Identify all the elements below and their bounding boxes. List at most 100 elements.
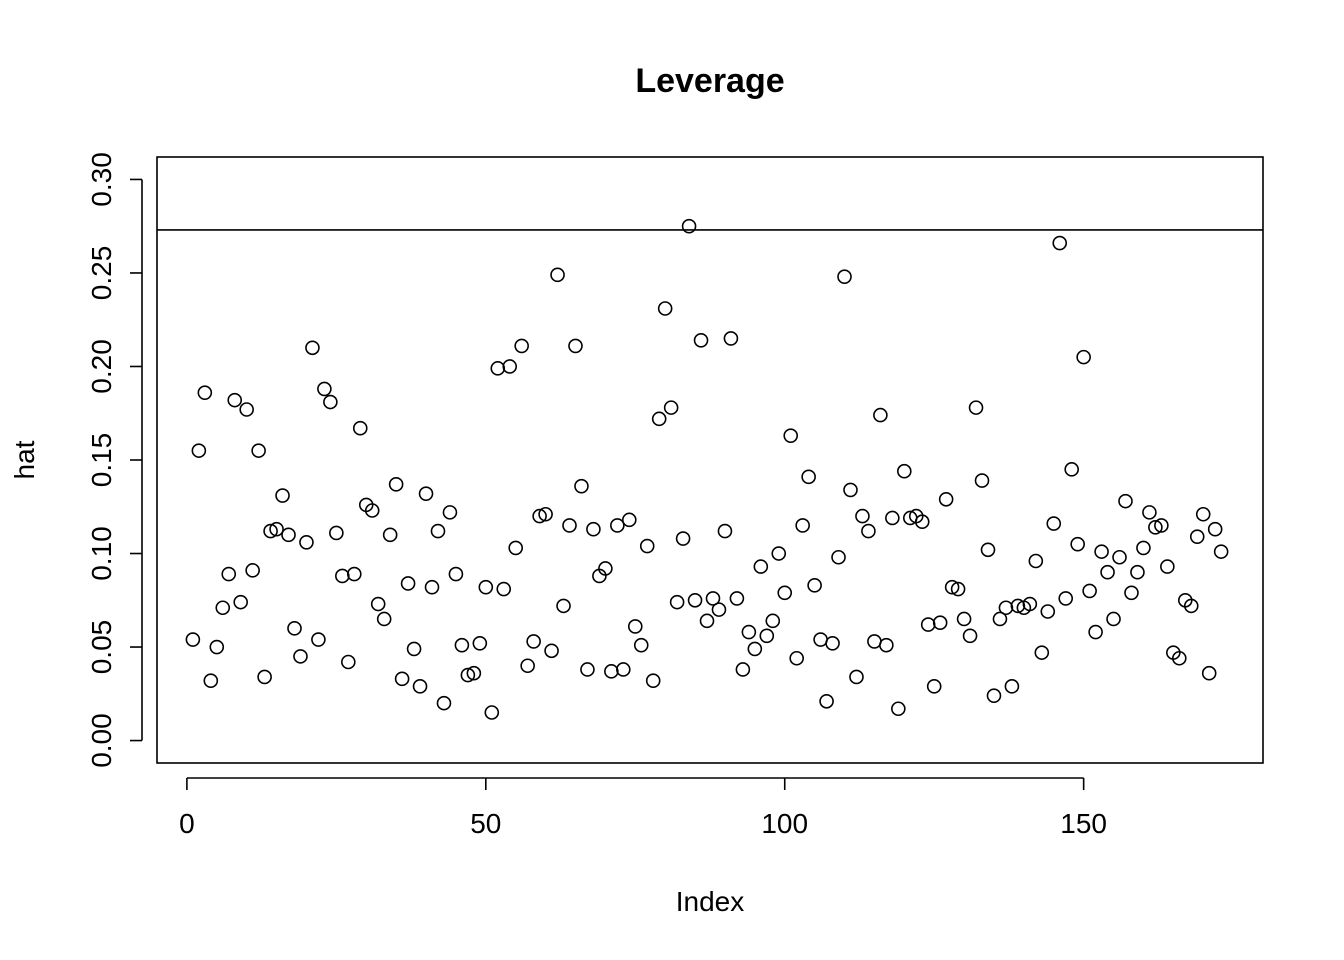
data-point <box>843 482 858 498</box>
data-point <box>1058 591 1074 606</box>
data-point <box>436 695 452 711</box>
data-point <box>562 518 577 533</box>
data-point <box>861 523 876 539</box>
data-point <box>807 578 822 593</box>
data-point <box>855 508 870 524</box>
y-axis-label: hat <box>9 440 40 479</box>
data-point <box>406 641 422 657</box>
data-point <box>203 673 219 689</box>
data-point <box>287 621 302 636</box>
data-point <box>538 506 553 522</box>
data-point <box>777 585 793 601</box>
data-point <box>633 637 649 653</box>
data-point <box>1118 493 1133 509</box>
data-point <box>418 486 434 501</box>
data-point <box>1076 349 1091 365</box>
data-point <box>1183 598 1199 614</box>
data-point <box>1046 516 1062 531</box>
data-point <box>341 654 356 670</box>
data-point <box>920 617 936 632</box>
data-point <box>627 619 643 634</box>
x-tick-label: 50 <box>470 808 501 839</box>
data-points <box>185 218 1229 720</box>
data-point <box>723 331 739 346</box>
data-point <box>885 510 900 526</box>
data-point <box>1195 506 1211 522</box>
data-point <box>693 332 709 348</box>
data-point <box>741 624 757 640</box>
data-point <box>1130 564 1145 580</box>
data-point <box>197 385 213 400</box>
data-point <box>245 563 260 578</box>
data-point <box>335 568 350 584</box>
data-point <box>472 635 488 651</box>
data-point <box>610 518 625 533</box>
data-point <box>400 576 416 591</box>
data-point <box>663 400 679 415</box>
data-point <box>956 611 972 627</box>
data-point <box>1148 520 1163 535</box>
data-point <box>944 579 960 595</box>
data-point <box>616 662 631 677</box>
data-point <box>263 523 278 539</box>
x-tick-label: 100 <box>761 808 808 839</box>
data-point <box>1106 611 1121 627</box>
data-point <box>1004 679 1020 694</box>
x-axis-label: Index <box>676 886 745 917</box>
y-tick-label: 0.00 <box>86 713 117 768</box>
y-tick-label: 0.30 <box>86 152 117 207</box>
data-point <box>639 538 655 554</box>
data-point <box>765 613 781 629</box>
data-point <box>795 518 810 533</box>
data-point <box>819 693 834 709</box>
data-point <box>1213 544 1229 559</box>
data-point <box>801 469 816 485</box>
data-point <box>932 615 948 631</box>
data-point <box>442 505 458 520</box>
data-point <box>980 542 996 558</box>
data-point <box>1052 235 1068 251</box>
data-point <box>974 473 990 488</box>
data-point <box>1124 585 1139 601</box>
data-point <box>1094 544 1109 559</box>
data-point <box>430 523 446 539</box>
data-point <box>783 428 799 443</box>
data-point <box>532 508 547 524</box>
data-point <box>938 491 954 507</box>
data-point <box>621 512 637 528</box>
data-point <box>1136 540 1151 556</box>
y-tick-label: 0.25 <box>86 246 117 301</box>
data-point <box>299 534 314 550</box>
data-point <box>604 664 619 679</box>
data-point <box>1070 536 1085 552</box>
data-point <box>598 561 613 576</box>
data-point <box>759 628 775 644</box>
data-point <box>275 488 290 503</box>
data-point <box>914 514 930 530</box>
data-point <box>346 566 362 582</box>
data-point <box>556 598 571 614</box>
data-point <box>281 527 296 543</box>
data-point <box>514 338 529 354</box>
data-point <box>873 407 888 423</box>
data-point <box>251 443 266 458</box>
data-point <box>1112 549 1127 565</box>
data-point <box>1172 650 1187 666</box>
y-tick-label: 0.10 <box>86 526 117 581</box>
data-point <box>305 340 320 356</box>
data-point <box>735 662 751 677</box>
data-point <box>227 392 243 408</box>
data-point <box>813 632 828 647</box>
data-point <box>580 662 595 677</box>
y-tick-label: 0.15 <box>86 433 117 488</box>
data-point <box>448 566 464 582</box>
data-point <box>490 361 506 376</box>
y-tick-label: 0.20 <box>86 339 117 394</box>
data-point <box>550 267 565 283</box>
data-point <box>1160 559 1175 574</box>
data-point <box>711 602 727 617</box>
data-point <box>831 549 846 565</box>
data-point <box>1040 604 1056 619</box>
data-point <box>364 503 380 518</box>
data-point <box>1028 553 1044 569</box>
